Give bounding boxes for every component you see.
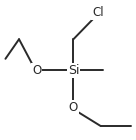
Text: Cl: Cl xyxy=(92,6,104,19)
Text: O: O xyxy=(32,64,41,76)
Text: Si: Si xyxy=(68,64,79,76)
Text: O: O xyxy=(69,101,78,114)
